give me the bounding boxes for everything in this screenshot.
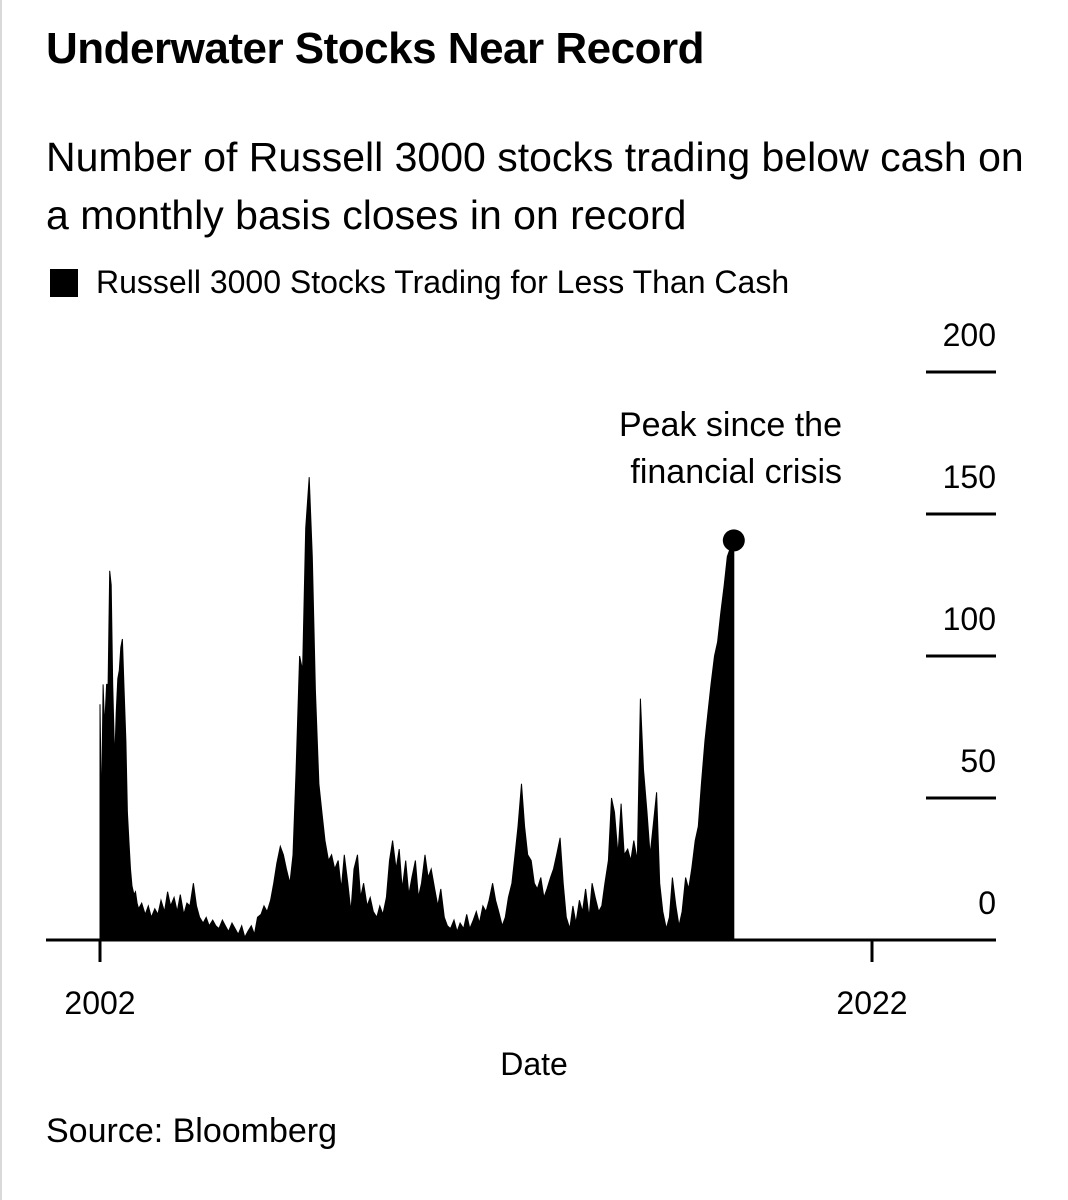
legend: Russell 3000 Stocks Trading for Less Tha… (50, 264, 789, 301)
x-axis-label: Date (500, 1046, 568, 1082)
y-tick-label-200: 200 (943, 317, 996, 353)
chart-title: Underwater Stocks Near Record (46, 24, 704, 73)
y-tick-label-50: 50 (960, 743, 996, 779)
annotation-line-1: Peak since the (619, 406, 842, 444)
annotation: Peak since the financial crisis (619, 406, 842, 491)
chart-subtitle: Number of Russell 3000 stocks trading be… (46, 134, 1024, 238)
y-tick-label-0: 0 (978, 885, 996, 921)
legend-swatch (50, 268, 78, 297)
peak-marker-dot (722, 529, 745, 552)
y-axis: 0 50 100 150 200 (926, 317, 996, 921)
series-area-0 (99, 477, 735, 941)
legend-label: Russell 3000 Stocks Trading for Less Tha… (96, 264, 790, 300)
left-edge-rule (0, 0, 2, 1200)
y-tick-label-100: 100 (943, 601, 996, 637)
x-tick-label-2022: 2022 (836, 985, 907, 1021)
annotation-line-2: financial crisis (630, 453, 842, 491)
y-tick-label-150: 150 (943, 459, 996, 495)
x-tick-label-2002: 2002 (64, 985, 135, 1021)
x-axis: 2002 2022 (46, 938, 996, 1021)
source-note: Source: Bloomberg (46, 1112, 338, 1150)
series-area (99, 477, 745, 941)
